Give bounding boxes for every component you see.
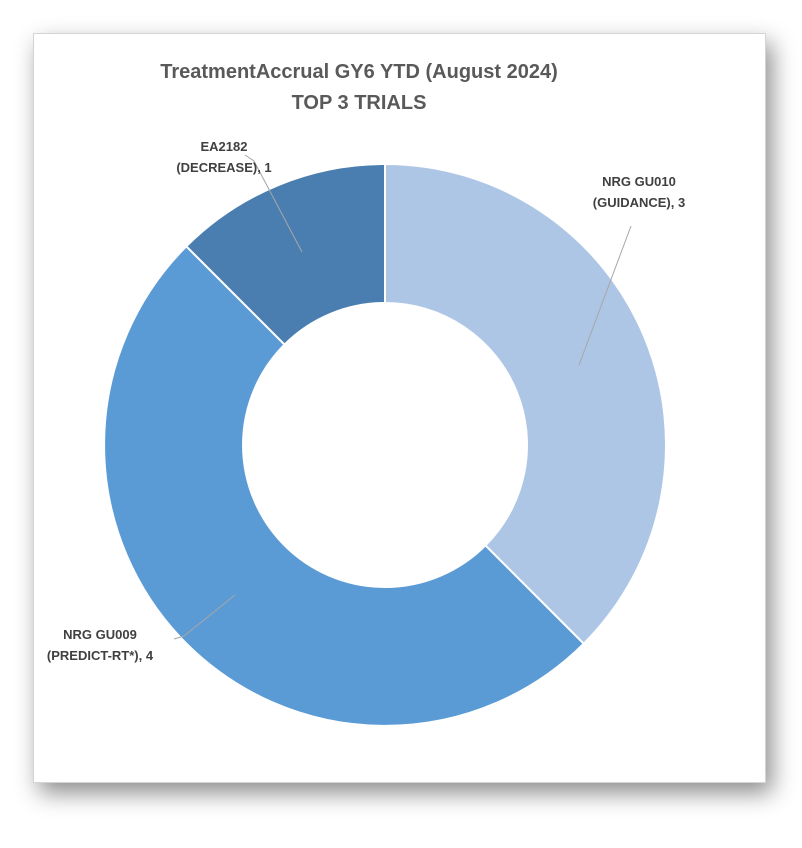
- data-label-group: NRG GU010 (GUIDANCE), 3 NRG GU009 (PREDICT-…: [47, 139, 685, 663]
- chart-card: TreatmentAccrual GY6 YTD (August 2024) T…: [33, 33, 766, 783]
- data-label-1: NRG GU009 (PREDICT-RT*), 4: [47, 627, 154, 663]
- doughnut-chart: TreatmentAccrual GY6 YTD (August 2024) T…: [47, 61, 685, 727]
- chart-subtitle: TOP 3 TRIALS: [292, 92, 427, 114]
- slice-group: [103, 162, 667, 727]
- data-label-2: EA2182 (DECREASE), 1: [176, 139, 271, 175]
- slice-0: [384, 162, 667, 646]
- data-label-0: NRG GU010 (GUIDANCE), 3: [593, 174, 685, 210]
- leader-line-0: [578, 225, 632, 366]
- leader-line-group: [173, 154, 632, 640]
- leader-line-2: [244, 154, 303, 253]
- data-label-line: (PREDICT-RT*), 4: [47, 648, 154, 663]
- data-label-line: NRG GU010: [602, 174, 676, 189]
- data-label-line: NRG GU009: [63, 627, 137, 642]
- slice-2: [184, 162, 386, 347]
- slice-1: [103, 244, 586, 727]
- data-label-line: (GUIDANCE), 3: [593, 195, 685, 210]
- data-label-line: EA2182: [201, 139, 248, 154]
- data-label-line: (DECREASE), 1: [176, 160, 271, 175]
- chart-title: TreatmentAccrual GY6 YTD (August 2024): [160, 61, 558, 83]
- leader-line-1: [173, 594, 236, 640]
